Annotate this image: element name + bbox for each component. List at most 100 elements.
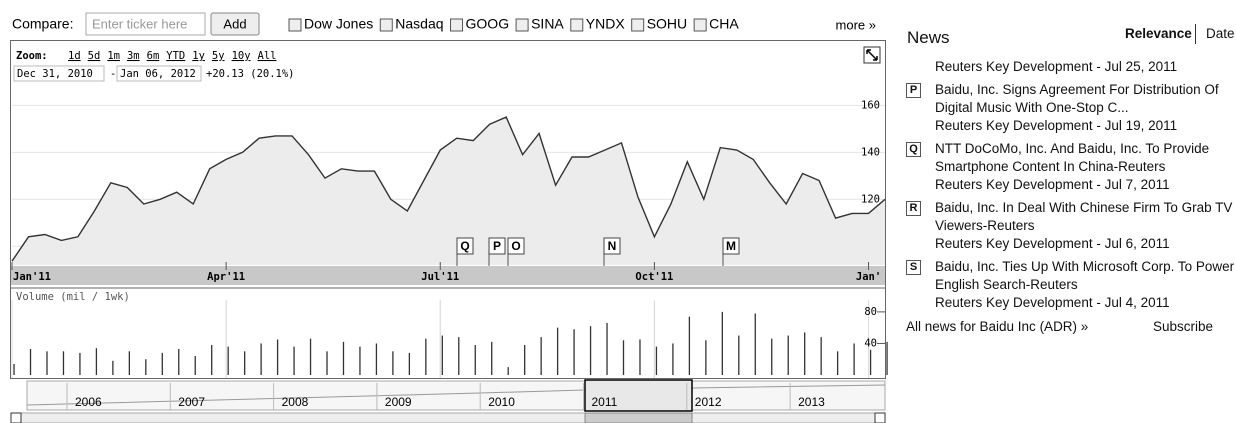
ticker-checkbox[interactable] [570,18,584,32]
zoom-link[interactable]: 10y [232,50,251,62]
ticker-checkbox[interactable] [693,18,707,32]
volume-bar [738,335,740,375]
more-link[interactable]: more » [836,17,876,32]
news-title: News [907,28,950,47]
year-label: 2010 [488,395,515,409]
volume-bar [194,356,196,375]
from-box[interactable] [13,65,105,82]
y-tick-label: 120 [861,193,880,205]
volume-bar [672,343,674,375]
all-news[interactable]: All news for Baidu Inc (ADR) » [906,319,1089,334]
add-label: Add [223,16,246,31]
scroll-right[interactable] [874,412,886,423]
news-source: Reuters Key Development - Jul 7, 2011 [935,177,1170,192]
news-source: Reuters Key Development - Jul 4, 2011 [935,295,1170,310]
zoom-link[interactable]: 6m [147,50,160,62]
ticker-checkbox[interactable] [450,18,464,32]
ticker-label: YNDX [586,16,626,32]
scroll-thumb[interactable] [584,412,693,423]
scroll-left[interactable] [10,412,22,423]
volume-bar [820,337,822,375]
x-tick-label: Apr'11 [207,271,245,283]
news-headline[interactable]: NTT DoCoMo, Inc. And Baidu, Inc. To Prov… [935,141,1210,174]
news-source: Reuters Key Development - Jul 6, 2011 [935,236,1170,251]
flag[interactable] [722,237,740,255]
to-date: Jan 06, 2012 [120,68,196,80]
news-headline[interactable]: Baidu, Inc. Ties Up With Microsoft Corp.… [935,259,1235,292]
volume-bar [227,346,229,375]
add-button[interactable] [210,12,260,36]
news-source: Reuters Key Development - Jul 25, 2011 [935,59,1178,74]
date-sep: - [110,68,116,80]
volume-bar [622,340,625,375]
zoom-link[interactable]: 1y [192,50,205,62]
flag[interactable] [603,237,621,255]
flag[interactable] [456,237,474,255]
year-label: 2011 [592,395,618,409]
zoom-link[interactable]: 3m [127,50,140,62]
volume-bar [705,340,707,375]
volume-bar [754,313,756,375]
volume-bar [721,311,723,375]
zoom-link[interactable]: 5d [88,50,101,62]
navigator-selection[interactable] [584,379,693,412]
volume-bar [458,337,460,375]
ticker-checkbox[interactable] [631,18,645,32]
volume-bar [425,338,427,375]
news-letter: P [906,83,921,98]
volume-bar [326,351,328,375]
news-item: R Baidu, Inc. In Deal With Chinese Firm T… [906,199,1236,253]
sort-date[interactable]: Date [1206,26,1235,41]
volume-bar [145,359,147,375]
year-label: 2009 [385,395,412,409]
flag-label: N [608,239,617,253]
volume-bar [408,352,411,375]
scrollbar[interactable] [10,412,886,423]
volume-bar [573,329,575,375]
ticker-checkbox[interactable] [515,18,529,32]
volume-bar [244,351,246,375]
chart-panel: Compare: Enter ticker here Add Dow Jones… [10,12,888,423]
zoom-link[interactable]: All [258,50,277,62]
news-letter: R [906,201,921,216]
y-tick-label: 80 [864,306,877,318]
volume-bar [62,351,65,375]
volume-bar [589,326,592,375]
zoom-link[interactable]: 1m [107,50,120,62]
flag[interactable] [507,237,525,255]
volume-bar [524,345,526,375]
year-label: 2007 [178,395,205,409]
volume-bar [79,352,81,375]
news-headline[interactable]: Baidu, Inc. In Deal With Chinese Firm To… [935,200,1233,233]
volume-bar [688,316,691,375]
zoom-link[interactable]: 1d [68,50,81,62]
volume-bar [441,335,443,375]
volume-bar [507,367,509,375]
x-tick-label: Oct'11 [635,271,673,283]
price-line [11,116,886,262]
zoom-link[interactable]: YTD [166,50,185,62]
volume-bar [392,351,394,375]
flag-label: Q [460,239,469,253]
volume-bar [13,363,15,375]
zoom-link[interactable]: 5y [212,50,225,62]
navigator[interactable] [26,380,886,411]
sort-relevance[interactable]: Relevance [1125,26,1192,41]
year-label: 2012 [695,395,722,409]
ticker-label: GOOG [466,16,510,32]
news-panel: News Relevance Date Reuters Key Developm… [906,22,1236,337]
ticker-checkbox[interactable] [288,18,302,32]
subscribe[interactable]: Subscribe [1153,319,1214,334]
volume-bar [309,338,312,375]
x-tick-label: Jan'11 [13,271,51,283]
to-box[interactable] [116,65,202,82]
volume-bar [46,351,48,375]
ticker-checkbox[interactable] [379,18,393,32]
volume-bar [804,332,806,375]
news-headline[interactable]: Baidu, Inc. Signs Agreement For Distribu… [935,82,1219,115]
ticker-input[interactable] [85,12,206,36]
flag[interactable] [488,237,506,255]
volume-bar [655,346,658,375]
y-tick-label: 140 [861,146,880,158]
flag-label: O [511,239,520,253]
